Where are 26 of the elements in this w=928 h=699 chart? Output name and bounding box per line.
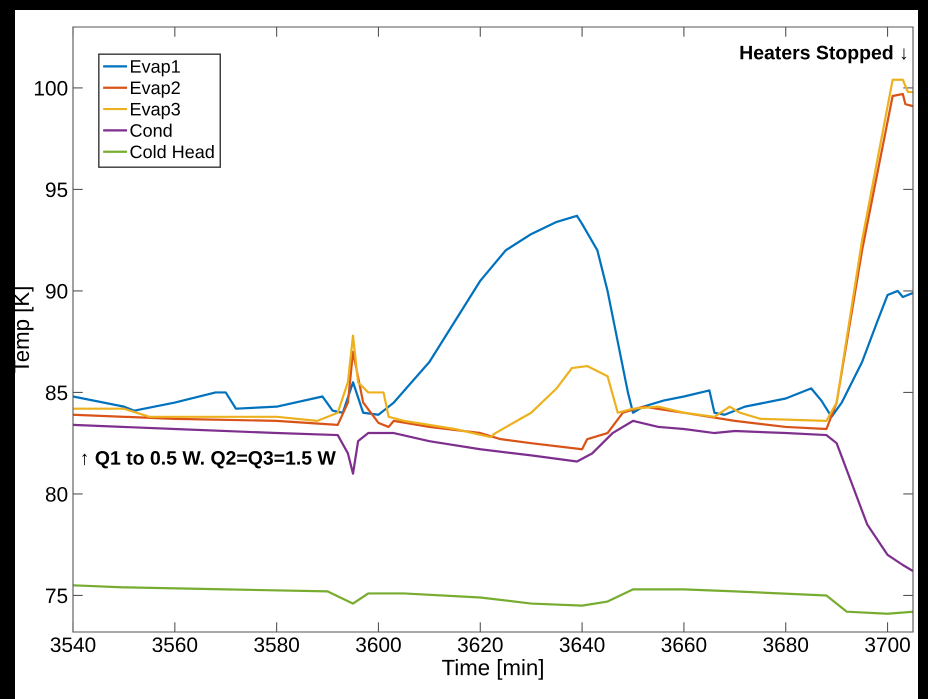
x-axis-title: Time [min] [442, 659, 543, 680]
x-tick-label: 3540 [50, 637, 96, 652]
y-tick-label: 75 [46, 588, 68, 604]
x-tick-label: 3640 [560, 637, 604, 652]
annotation: Heaters Stopped ↓ [740, 45, 906, 64]
line-series [73, 214, 913, 418]
legend-label: Evap2 [131, 81, 180, 98]
y-tick-label: 100 [34, 80, 68, 96]
legend-label: Evap3 [131, 102, 180, 120]
legend-label: Evap1 [131, 60, 180, 76]
y-tick-label: 80 [46, 486, 68, 502]
x-tick-label: 3660 [662, 637, 706, 652]
x-tick-label: 3580 [254, 637, 299, 652]
x-tick-label: 3600 [356, 637, 401, 652]
line-series [73, 584, 913, 615]
y-tick-label: 95 [46, 182, 68, 198]
x-tick-label: 3680 [763, 637, 808, 652]
x-tick-label: 3620 [458, 637, 503, 652]
x-tick-label: 3560 [152, 637, 198, 652]
line-series [73, 420, 913, 572]
y-tick-label: 85 [46, 385, 68, 400]
annotation: ↑ Q1 to 0.5 W. Q2=Q3=1.5 W [82, 451, 336, 468]
y-tick-label: 90 [46, 284, 68, 299]
legend-label: Cold Head [130, 144, 214, 158]
x-tick-label: 3700 [865, 637, 910, 652]
legend-label: Cond [130, 124, 172, 137]
